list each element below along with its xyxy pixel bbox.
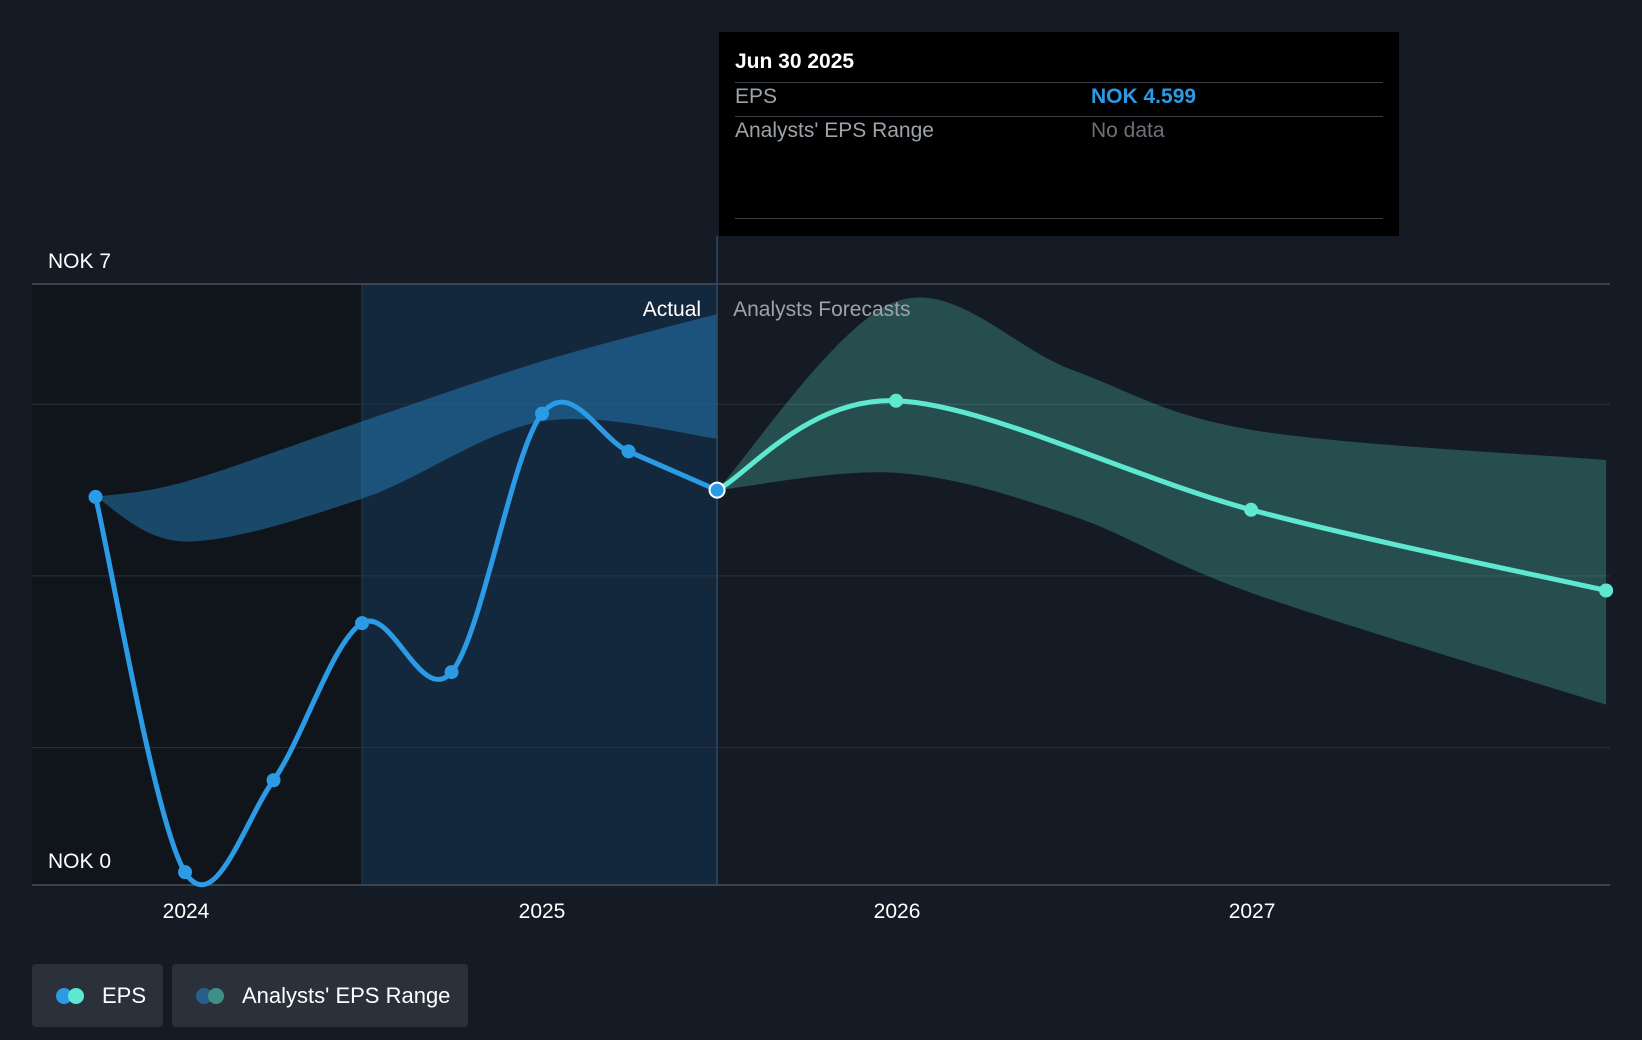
eps-forecast-point[interactable] (1244, 502, 1259, 517)
eps-legend-icon (56, 987, 86, 1004)
tooltip-divider (735, 116, 1383, 117)
axis-labels: NOK 7 NOK 0 2024 2025 2026 2027 Actual Analysts… (48, 250, 1275, 923)
tooltip-divider (735, 82, 1383, 83)
x-axis-tick-label: 2025 (519, 900, 566, 923)
eps-forecast-point[interactable] (1599, 583, 1614, 598)
eps-point-selected[interactable] (708, 481, 726, 499)
eps-forecast-point[interactable] (889, 393, 904, 408)
range-legend-icon (196, 987, 226, 1004)
forecast-range-band (717, 297, 1607, 705)
tooltip-divider (735, 218, 1383, 219)
x-axis-tick-label: 2024 (163, 900, 210, 923)
eps-point[interactable] (444, 665, 459, 680)
y-axis-label-min: NOK 0 (48, 850, 111, 873)
tooltip-eps-label: EPS (735, 85, 778, 108)
eps-actual-line (93, 399, 719, 888)
tooltip-date: Jun 30 2025 (735, 50, 855, 73)
tooltip-range-value: No data (1091, 119, 1165, 142)
forecast-section-label: Analysts Forecasts (733, 298, 910, 321)
y-axis-label-max: NOK 7 (48, 250, 111, 273)
legend-eps-label: EPS (102, 982, 147, 1008)
eps-point[interactable] (266, 773, 281, 788)
legend-item-eps[interactable]: EPS (32, 964, 163, 1027)
actual-section-label: Actual (643, 298, 701, 321)
eps-point[interactable] (178, 865, 193, 880)
x-axis-tick-label: 2026 (874, 900, 921, 923)
data-points (88, 393, 1614, 880)
legend-item-range[interactable]: Analysts' EPS Range (172, 964, 468, 1027)
highlighted-period-shade (362, 284, 718, 885)
tooltip-range-label: Analysts' EPS Range (735, 119, 934, 142)
eps-point[interactable] (621, 444, 636, 459)
tooltip-eps-value: NOK 4.599 (1091, 85, 1197, 108)
actual-range-band (95, 314, 718, 542)
legend-range-label: Analysts' EPS Range (242, 982, 451, 1008)
eps-point[interactable] (88, 489, 103, 504)
eps-point[interactable] (535, 406, 549, 421)
eps-point[interactable] (355, 616, 370, 631)
eps-forecast-line (715, 398, 1607, 593)
x-axis-tick-label: 2027 (1229, 900, 1276, 923)
tooltip: Jun 30 2025 EPS NOK 4.599 Analysts' EPS … (719, 32, 1399, 236)
